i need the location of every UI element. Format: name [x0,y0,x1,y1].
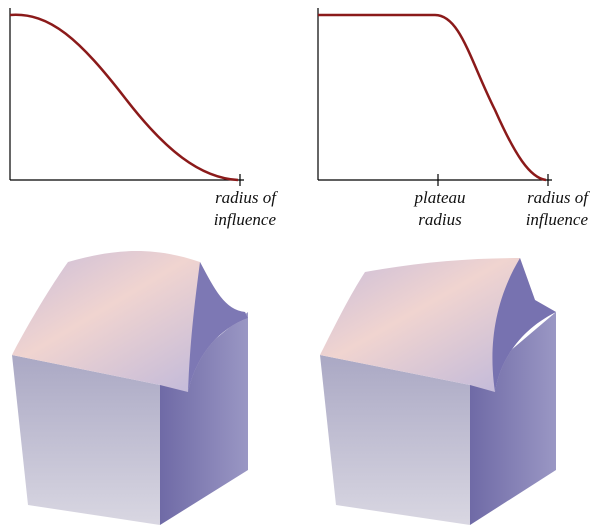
label: plateau [414,188,466,207]
plateau-side [492,258,556,392]
deformed-top [12,251,248,392]
cube-front [320,355,470,525]
falloff-curve [318,13,547,182]
right-plot: plateau radius radius of influence [317,8,590,229]
label: radius of [215,188,278,207]
label: radius of [527,188,590,207]
falloff-curve [9,13,239,182]
cube-front [12,355,160,525]
label: influence [526,210,589,229]
left-plot: radius of influence [9,8,278,229]
label: radius [418,210,462,229]
right-render [320,258,556,525]
cube-side [470,312,556,525]
cube-side [160,312,248,525]
label: influence [214,210,277,229]
bulge-side [188,262,248,392]
left-render [12,251,248,525]
